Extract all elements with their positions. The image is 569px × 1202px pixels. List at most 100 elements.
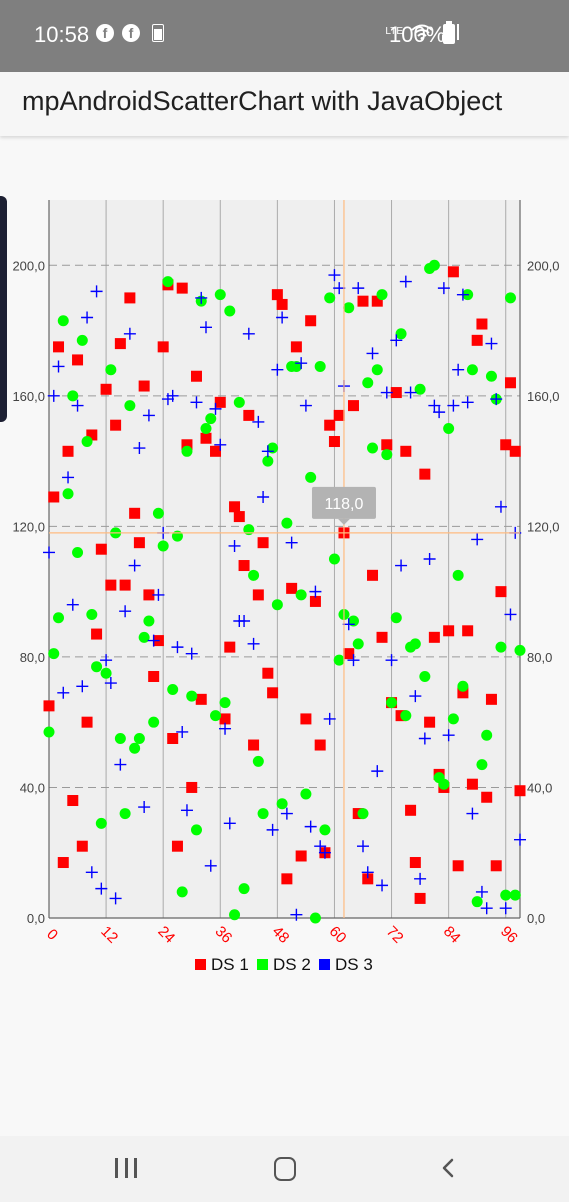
ds1-point (200, 432, 212, 444)
ds1-point (424, 716, 436, 728)
ds1-point (72, 354, 84, 366)
ds3-point (242, 327, 255, 340)
ds3-point (142, 409, 155, 422)
ds3-point (304, 820, 317, 833)
ds3-point (494, 500, 507, 513)
ds3-point (276, 311, 289, 324)
ds2-point (181, 445, 193, 457)
ds1-point (485, 693, 497, 705)
ds3-point (280, 807, 293, 820)
ds2-point (305, 471, 317, 483)
marker-box (311, 486, 376, 519)
x-tick-label: 96 (497, 923, 521, 947)
ds3-point (219, 722, 232, 735)
ds1-point (504, 377, 516, 389)
facebook-icon-2: f (122, 24, 140, 42)
ds2-point (457, 680, 469, 692)
ds3-point (223, 817, 236, 830)
ds3-point (504, 608, 517, 621)
ds1-point (181, 439, 193, 451)
ds3-point (357, 840, 369, 853)
ds1-point (414, 892, 426, 904)
ds1-point (57, 857, 69, 869)
page-title: mpAndroidScatterChart with JavaObject (22, 86, 503, 116)
recent-apps-icon[interactable] (115, 1158, 137, 1178)
ds1-point (471, 334, 483, 346)
back-icon[interactable] (440, 1158, 456, 1178)
ds1-point (210, 445, 222, 457)
ds1-point (124, 292, 136, 304)
wifi-icon (411, 24, 433, 40)
ds1-point (257, 537, 269, 549)
ds1-point (219, 713, 231, 725)
ds1-point (53, 341, 65, 353)
navigation-bar (0, 1136, 569, 1202)
ds2-point (419, 670, 431, 682)
ds3-point (104, 677, 117, 690)
x-tick-label: 36 (212, 923, 236, 947)
ds2-point (229, 909, 241, 921)
y-tick-label-right: 120,0 (527, 519, 560, 534)
ds2-point (328, 553, 340, 565)
ds2-point (376, 289, 388, 301)
ds3-point (114, 758, 127, 771)
ds2-point (276, 798, 288, 810)
ds1-point (390, 387, 402, 399)
ds3-point (380, 386, 393, 399)
ds1-point (490, 860, 502, 872)
ds1-point (443, 625, 455, 637)
ds1-point (481, 791, 493, 803)
ds1-point (67, 795, 79, 807)
scatter-chart[interactable]: 0,040,080,0120,0160,0200,00,040,080,0120… (0, 150, 569, 990)
ds3-point (228, 539, 241, 552)
ds3-point (138, 801, 151, 814)
ds2-point (309, 912, 321, 924)
series-3 (43, 269, 526, 921)
ds3-point (485, 337, 498, 350)
ds2-point (262, 455, 274, 467)
home-icon[interactable] (274, 1157, 296, 1181)
ds1-point (43, 700, 55, 712)
ds3-point (171, 641, 184, 654)
ds3-point (71, 399, 84, 412)
ds1-point (138, 380, 150, 392)
ds3-point (200, 321, 212, 334)
x-tick-label: 24 (154, 923, 178, 947)
ds2-point (233, 396, 245, 408)
ds3-point (52, 360, 65, 373)
ds2-point (400, 710, 412, 722)
legend-label: DS 2 (273, 955, 311, 974)
legend-swatch (319, 959, 330, 970)
ds3-point (352, 282, 365, 295)
ds3-point (195, 291, 208, 304)
ds2-point (167, 684, 179, 696)
x-tick-label: 0 (43, 926, 61, 944)
ds3-point (480, 902, 493, 915)
ds1-point (243, 409, 255, 421)
edge-panel-handle[interactable] (0, 196, 7, 422)
legend-swatch (195, 959, 206, 970)
ds2-point (248, 569, 260, 581)
ds2-point (252, 755, 264, 767)
ds3-point (214, 438, 227, 451)
ds2-point (48, 648, 60, 660)
ds1-point (462, 625, 474, 637)
ds3-point (266, 823, 279, 836)
ds1-point (48, 491, 60, 503)
ds2-point (119, 808, 131, 820)
ds2-point (381, 449, 393, 461)
ds1-point (91, 628, 103, 640)
ds2-point (357, 808, 369, 820)
ds3-point (209, 402, 222, 415)
battery-percent: 100% (389, 22, 446, 47)
ds3-point (385, 654, 398, 667)
ds1-point (314, 739, 326, 751)
ds2-point (200, 422, 212, 434)
ds1-point (286, 582, 298, 594)
ds1-point (190, 370, 202, 382)
ds3-point (299, 399, 312, 412)
ds3-point (414, 872, 427, 885)
ds1-point (362, 873, 374, 885)
ds2-point (76, 334, 88, 346)
ds2-point (428, 259, 440, 271)
